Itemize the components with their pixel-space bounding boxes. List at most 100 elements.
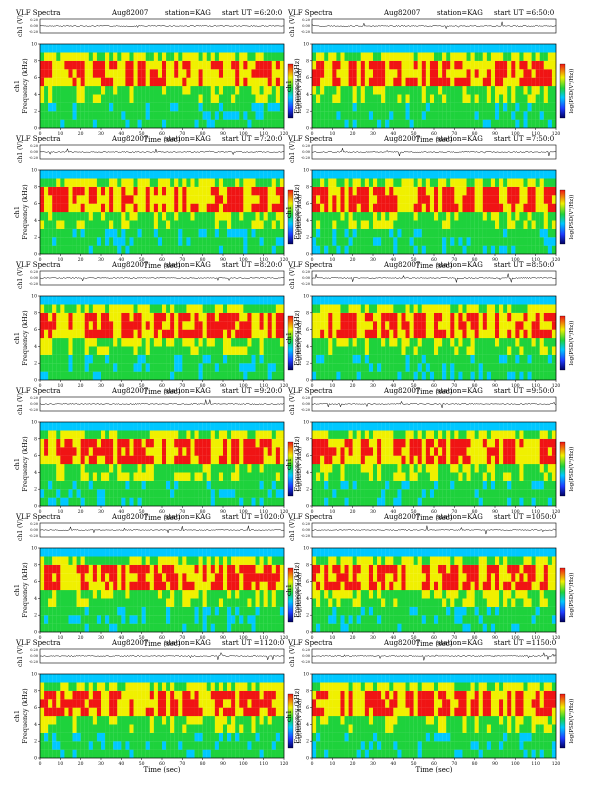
panel-station: station=KAG	[165, 135, 211, 143]
x-axis-label: Time (sec)	[415, 262, 452, 270]
x-tick-label: 40	[390, 383, 396, 389]
y-tick-label: 2	[34, 361, 37, 367]
y-tick-label: 4	[34, 722, 37, 728]
spectrogram-cells	[40, 170, 285, 255]
x-axis-label: Time (sec)	[415, 766, 452, 774]
x-tick-label: 10	[329, 509, 335, 515]
trace-line	[311, 651, 557, 661]
x-tick-label: 40	[118, 257, 124, 263]
y-tick-label: 0	[34, 378, 37, 384]
panel-start-time: start UT =7:20:0	[222, 135, 282, 143]
trace-tick-label: 0.20	[302, 144, 310, 148]
x-tick-label: 30	[98, 761, 104, 767]
x-tick-label: 20	[350, 383, 356, 389]
x-tick-label: 80	[200, 383, 206, 389]
trace-tick-label: 0.00	[302, 528, 310, 532]
trace-tick-label: 0.20	[302, 522, 310, 526]
x-tick-label: 30	[370, 509, 376, 515]
x-tick-label: 10	[329, 761, 335, 767]
y-tick-label: 6	[306, 453, 309, 459]
trace-tick-label: -0.20	[29, 534, 38, 538]
trace-tick-label: -0.20	[301, 408, 310, 412]
x-tick-label: 30	[98, 131, 104, 137]
trace-axis-label: ch1 (V)	[289, 267, 296, 289]
x-tick-label: 80	[472, 635, 478, 641]
y-tick-label: 10	[303, 546, 309, 552]
panel-start-time: start UT =1150:0	[494, 639, 556, 647]
x-tick-label: 60	[431, 635, 437, 641]
panel-title: VLF Spectra	[287, 135, 332, 143]
panel-title: VLF Spectra	[15, 135, 60, 143]
colorbar	[559, 63, 566, 119]
panel-title: VLF Spectra	[15, 9, 60, 17]
x-tick-label: 70	[451, 635, 457, 641]
x-tick-label: 120	[552, 131, 561, 137]
y-tick-label: 2	[306, 361, 309, 367]
y-axis-label: Frequency (kHz)	[293, 436, 301, 492]
x-tick-label: 0	[39, 131, 42, 137]
y-tick-label: 4	[306, 92, 309, 98]
x-tick-label: 70	[179, 257, 185, 263]
x-tick-label: 60	[159, 509, 165, 515]
x-tick-label: 100	[239, 257, 248, 263]
y-axis-label: Frequency (kHz)	[21, 58, 29, 114]
x-tick-label: 80	[472, 509, 478, 515]
y-tick-label: 4	[34, 344, 37, 350]
panel-station: station=KAG	[437, 639, 483, 647]
y-tick-label: 6	[306, 75, 309, 81]
panel-station: station=KAG	[437, 387, 483, 395]
x-tick-label: 40	[118, 131, 124, 137]
trace-tick-label: -0.20	[301, 660, 310, 664]
x-tick-label: 90	[492, 131, 498, 137]
panel-date: Aug82007	[383, 9, 420, 17]
trace-tick-label: -0.20	[301, 30, 310, 34]
x-tick-label: 40	[118, 509, 124, 515]
x-tick-label: 110	[531, 635, 540, 641]
y-tick-label: 8	[306, 562, 309, 568]
trace-axis-label: ch1 (V)	[289, 15, 296, 37]
x-tick-label: 0	[311, 383, 314, 389]
x-tick-label: 10	[57, 257, 63, 263]
colorbar-label: log(PSD(V²/Hz))	[296, 321, 303, 366]
panel-date: Aug82007	[383, 387, 420, 395]
x-tick-label: 10	[57, 761, 63, 767]
x-tick-label: 90	[220, 761, 226, 767]
colorbar-label: log(PSD(V²/Hz))	[296, 69, 303, 114]
y-tick-label: 8	[34, 436, 37, 442]
x-tick-label: 80	[472, 257, 478, 263]
panel-start-time: start UT =8:20:0	[222, 261, 282, 269]
panel-title: VLF Spectra	[15, 387, 60, 395]
trace-tick-label: 0.00	[30, 24, 38, 28]
spectrogram-cells	[40, 296, 285, 381]
x-tick-label: 90	[220, 131, 226, 137]
panel-date: Aug82007	[111, 387, 148, 395]
trace-tick-label: 0.00	[302, 24, 310, 28]
trace-tick-label: 0.00	[30, 654, 38, 658]
y-tick-label: 6	[306, 579, 309, 585]
y-tick-label: 4	[306, 596, 309, 602]
trace-tick-label: 0.20	[30, 522, 38, 526]
colorbar	[287, 693, 294, 749]
y-tick-label: 0	[34, 630, 37, 636]
x-tick-label: 100	[511, 131, 520, 137]
x-tick-label: 50	[139, 509, 145, 515]
trace-frame	[39, 270, 285, 286]
x-tick-label: 20	[350, 761, 356, 767]
x-tick-label: 10	[329, 635, 335, 641]
trace-line	[311, 525, 557, 535]
channel-label: ch1	[285, 80, 293, 92]
trace-tick-label: 0.20	[30, 648, 38, 652]
x-tick-label: 120	[552, 509, 561, 515]
x-tick-label: 110	[531, 761, 540, 767]
spectrogram-cells	[312, 548, 557, 633]
x-tick-label: 50	[139, 383, 145, 389]
spectrogram-panel-7: VLF Spectra Aug82007 station=KAG start UT =…	[13, 387, 303, 522]
x-tick-label: 50	[411, 383, 417, 389]
x-tick-label: 50	[411, 635, 417, 641]
x-tick-label: 20	[78, 383, 84, 389]
x-tick-label: 90	[220, 383, 226, 389]
x-tick-label: 70	[179, 761, 185, 767]
y-tick-label: 10	[303, 42, 309, 48]
y-tick-label: 10	[303, 294, 309, 300]
x-tick-label: 0	[311, 131, 314, 137]
